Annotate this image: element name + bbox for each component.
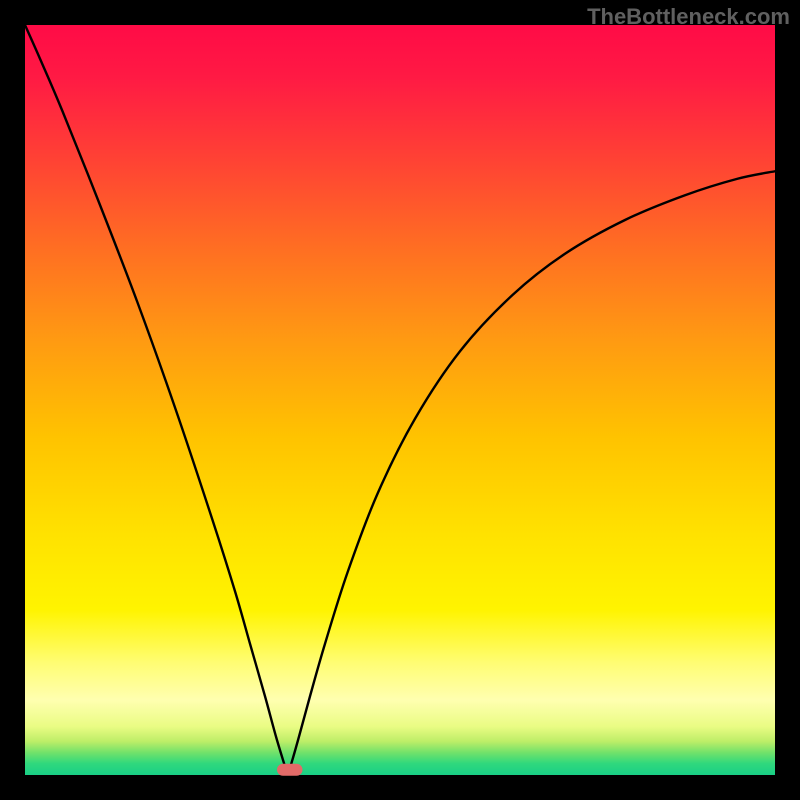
watermark-label: TheBottleneck.com	[587, 4, 790, 30]
plot-background	[25, 25, 775, 775]
bottleneck-chart	[0, 0, 800, 800]
minimum-marker	[277, 764, 303, 776]
chart-container: TheBottleneck.com	[0, 0, 800, 800]
